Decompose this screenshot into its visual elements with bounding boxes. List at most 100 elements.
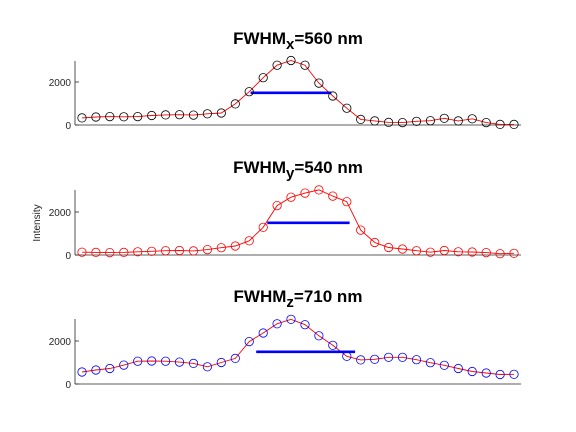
data-point — [356, 355, 366, 365]
data-point — [509, 119, 519, 130]
data-point — [258, 328, 268, 338]
subplot-z: FWHMz=710 nm 0 2000 — [49, 287, 521, 391]
data-point — [509, 248, 519, 258]
data-point — [411, 246, 422, 256]
data-point — [258, 222, 268, 232]
data-point — [509, 369, 519, 379]
subplot-title: FWHMx=560 nm — [233, 29, 363, 53]
data-point — [495, 369, 505, 380]
data-point — [230, 241, 240, 251]
data-point — [216, 243, 226, 253]
data-point — [230, 99, 240, 109]
y-tick-label: 0 — [65, 121, 71, 132]
data-point — [411, 116, 422, 126]
data-point — [147, 246, 157, 256]
data-point — [342, 351, 352, 361]
data-point — [105, 112, 115, 122]
data-point — [77, 247, 87, 257]
y-tick-label: 2000 — [49, 78, 72, 89]
data-point — [383, 117, 394, 128]
data-point — [300, 320, 310, 330]
data-point — [202, 362, 212, 372]
data-point — [300, 188, 310, 198]
data-point — [202, 245, 212, 255]
data-point — [105, 248, 115, 258]
data-point — [383, 352, 394, 362]
data-point — [439, 360, 449, 370]
subplot-x: FWHMx=560 nm 0 2000 — [49, 29, 521, 132]
data-point — [174, 110, 185, 120]
data-point — [495, 119, 505, 130]
data-point — [77, 367, 87, 377]
title-rest: =710 nm — [294, 287, 363, 306]
data-point — [383, 242, 394, 253]
title-main: FWHM — [233, 29, 286, 48]
y-tick-label: 0 — [65, 380, 71, 391]
data-point — [230, 353, 240, 363]
data-point — [119, 247, 129, 257]
title-main: FWHM — [233, 158, 286, 177]
title-subscript: z — [286, 294, 294, 311]
data-point — [467, 247, 477, 257]
data-point — [188, 110, 199, 120]
data-point — [202, 109, 212, 119]
data-point — [272, 60, 282, 70]
data-point — [119, 360, 129, 370]
title-rest: =540 nm — [294, 158, 363, 177]
data-point — [147, 110, 157, 121]
data-point — [328, 91, 338, 101]
data-point — [244, 87, 254, 97]
data-point — [272, 319, 282, 329]
data-point — [397, 118, 408, 128]
data-point — [216, 357, 226, 368]
data-point — [314, 331, 324, 341]
y-tick-label: 2000 — [49, 337, 72, 348]
subplot-title: FWHMy=540 nm — [233, 158, 363, 182]
data-point — [467, 366, 477, 377]
data-point — [439, 245, 449, 256]
data-point — [272, 201, 282, 211]
data-point — [439, 113, 449, 123]
data-point — [286, 314, 296, 324]
title-subscript: x — [286, 36, 295, 53]
data-point — [174, 357, 185, 367]
data-point — [397, 352, 408, 362]
data-point — [105, 363, 115, 374]
data-point — [300, 60, 310, 70]
data-point — [370, 237, 380, 248]
data-point — [481, 248, 491, 258]
data-point — [453, 116, 463, 126]
data-point — [216, 108, 226, 118]
data-point — [133, 247, 143, 257]
data-point — [119, 112, 129, 122]
data-point — [370, 116, 380, 126]
data-point — [314, 78, 324, 88]
data-point — [328, 340, 338, 350]
data-point — [453, 247, 463, 257]
data-point — [342, 103, 352, 113]
data-point — [91, 247, 101, 257]
data-point — [342, 197, 352, 207]
subplot-title: FWHMz=710 nm — [234, 287, 363, 311]
data-point — [161, 356, 171, 366]
fit-line — [81, 318, 515, 375]
title-main: FWHM — [234, 287, 287, 306]
data-point — [147, 356, 157, 366]
y-tick-label: 2000 — [49, 208, 72, 219]
y-axis-label: Intensity — [32, 204, 43, 241]
data-point — [161, 246, 171, 256]
fit-line — [81, 189, 515, 255]
data-point — [425, 247, 435, 257]
data-point — [188, 246, 199, 256]
data-point — [425, 116, 435, 126]
data-point — [244, 336, 254, 347]
data-point — [91, 112, 101, 122]
data-point — [77, 113, 87, 123]
data-point — [133, 112, 143, 122]
data-point — [495, 249, 505, 259]
data-point — [328, 191, 338, 201]
data-point — [467, 114, 477, 124]
data-point — [174, 245, 185, 256]
data-point — [188, 358, 199, 368]
